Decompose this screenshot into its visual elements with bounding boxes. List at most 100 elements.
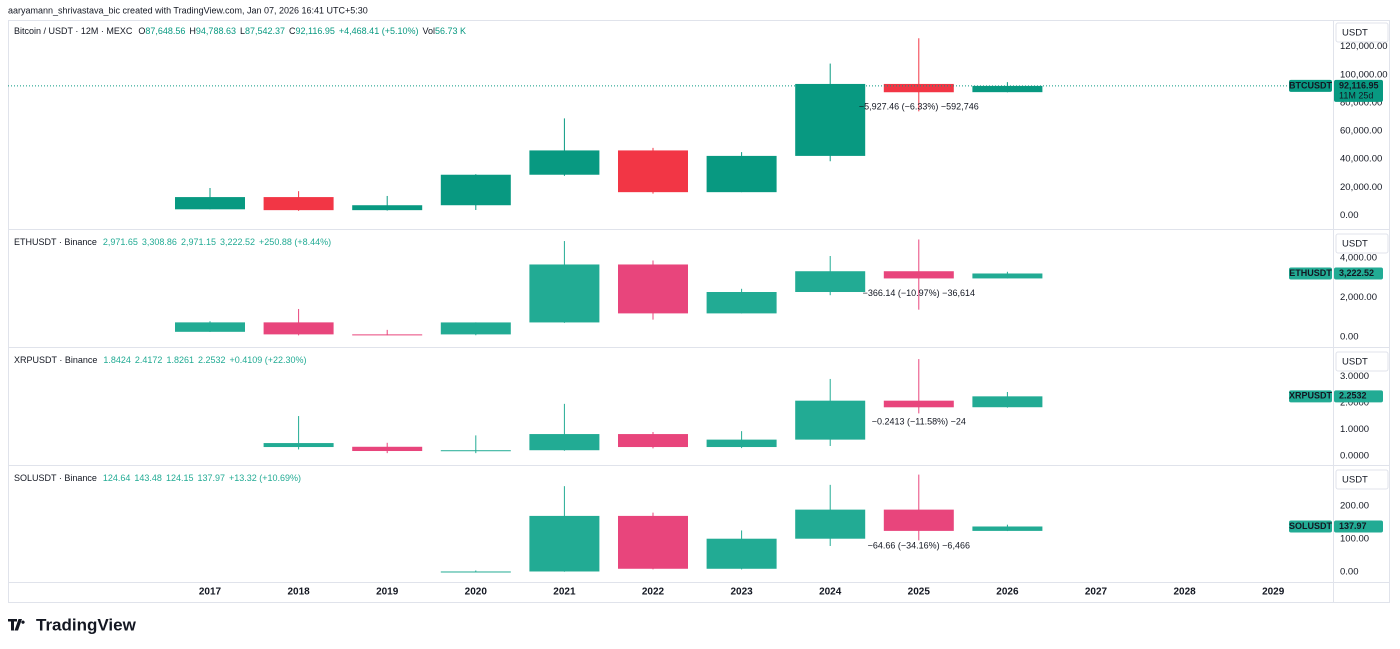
symbol-tag — [1289, 79, 1332, 92]
y-tick-label: 0.0000 — [1340, 451, 1369, 462]
currency-label: USDT — [1342, 239, 1368, 250]
candle-body — [618, 150, 688, 193]
last-price-tag — [1334, 267, 1383, 280]
candle-body — [263, 443, 334, 448]
series-title: ETHUSDT · Binance — [14, 237, 97, 247]
y-tick-label: 80,000.00 — [1340, 97, 1382, 108]
candle-body — [795, 83, 866, 156]
candle-body — [972, 396, 1043, 408]
y-tick-label: 2.0000 — [1340, 398, 1369, 409]
series-header: Bitcoin / USDT · 12M · MEXC O87,648.56 H94… — [14, 26, 466, 36]
candle-body — [795, 271, 866, 293]
change-annotation: −366.14 (−10.97%) −36,614 — [863, 288, 975, 298]
change-annotation: −64.66 (−34.16%) −6,466 — [868, 540, 970, 550]
candle-body — [175, 197, 245, 210]
series-header: ETHUSDT · Binance 2,971.65 3,308.86 2,971.1… — [14, 237, 331, 247]
candle-body — [883, 400, 954, 408]
stat-value: 143.48 — [134, 473, 162, 483]
candle-body — [175, 322, 245, 332]
countdown-label: 11M 25d — [1339, 90, 1373, 100]
candle-body — [529, 264, 600, 323]
stat-value: 2,971.15 — [181, 237, 216, 247]
stat-value: 3,308.86 — [142, 237, 177, 247]
currency-box — [1335, 233, 1389, 254]
series-header: XRPUSDT · Binance 1.8424 2.4172 1.8261 2.253… — [14, 355, 307, 365]
currency-box — [1335, 22, 1389, 43]
candle-body — [529, 150, 600, 175]
y-tick-label: 2,000.00 — [1340, 292, 1377, 303]
stat-label: L — [240, 26, 245, 36]
currency-box — [1335, 469, 1389, 490]
candle-body — [440, 450, 511, 452]
candle-body — [972, 85, 1043, 93]
y-tick-label: 120,000.00 — [1340, 41, 1388, 52]
stat-value: 3,222.52 — [220, 237, 255, 247]
brand-name: TradingView — [36, 615, 137, 634]
last-price-label: 2.2532 — [1339, 391, 1367, 401]
stat-value: 124.64 — [103, 473, 131, 483]
x-tick-label: 2021 — [553, 587, 576, 598]
y-tick-label: 60,000.00 — [1340, 126, 1382, 137]
x-tick-label: 2023 — [730, 587, 753, 598]
change-annotation: −5,927.46 (−6.33%) −592,746 — [859, 102, 979, 112]
stat-value: +250.88 (+8.44%) — [259, 237, 331, 247]
x-tick-label: 2022 — [642, 587, 665, 598]
candle-body — [618, 434, 688, 448]
currency-label: USDT — [1342, 475, 1368, 486]
currency-label: USDT — [1342, 28, 1368, 39]
series-title: XRPUSDT · Binance — [14, 355, 97, 365]
x-tick-label: 2028 — [1173, 587, 1196, 598]
candle-body — [706, 292, 777, 314]
attribution: aaryamann_shrivastava_bic created with T… — [8, 5, 368, 15]
y-tick-label: 3.0000 — [1340, 371, 1369, 382]
symbol-tag — [1289, 390, 1332, 403]
y-tick-label: 0.00 — [1340, 210, 1359, 221]
last-price-tag — [1334, 390, 1383, 403]
stat-value: 87,542.37 — [245, 26, 285, 36]
candle-body — [529, 515, 600, 572]
last-price-label: 92,116.95 — [1339, 80, 1379, 90]
stat-value: 87,648.56 — [145, 26, 185, 36]
candle-body — [352, 334, 423, 336]
x-tick-label: 2019 — [376, 587, 399, 598]
currency-box — [1335, 351, 1389, 372]
stat-label: O — [138, 26, 145, 36]
last-price-label: 137.97 — [1339, 521, 1367, 531]
candle-body — [972, 273, 1043, 279]
series-title: SOLUSDT · Binance — [14, 473, 97, 483]
stat-value: 2,971.65 — [103, 237, 138, 247]
symbol-tag — [1289, 267, 1332, 280]
last-price-label: 3,222.52 — [1339, 268, 1374, 278]
x-tick-label: 2029 — [1262, 587, 1285, 598]
symbol-tag — [1289, 520, 1332, 533]
symbol-label: SOLUSDT — [1289, 521, 1333, 531]
candle-body — [883, 83, 954, 93]
y-tick-label: 200.00 — [1340, 501, 1369, 512]
last-price-tag — [1334, 79, 1383, 102]
candle-body — [440, 571, 511, 573]
brand-logo — [8, 619, 25, 631]
candle-body — [529, 434, 600, 451]
stat-value: +0.4109 (+22.30%) — [230, 355, 307, 365]
candle-body — [883, 509, 954, 531]
x-tick-label: 2024 — [819, 587, 842, 598]
candle-body — [795, 509, 866, 539]
stat-value: 2.4172 — [135, 355, 163, 365]
y-tick-label: 100.00 — [1340, 534, 1369, 545]
change-annotation: −0.2413 (−11.58%) −24 — [872, 417, 966, 427]
last-price-tag — [1334, 520, 1383, 533]
stat-value: 124.15 — [166, 473, 194, 483]
candle-body — [440, 174, 511, 206]
y-tick-label: 0.00 — [1340, 567, 1359, 578]
y-tick-label: 1.0000 — [1340, 424, 1369, 435]
candle-body — [618, 515, 688, 569]
stat-value: 1.8424 — [103, 355, 131, 365]
stat-value: 1.8261 — [166, 355, 194, 365]
y-tick-label: 4,000.00 — [1340, 253, 1377, 264]
candle-body — [706, 439, 777, 448]
stat-label: C — [289, 26, 296, 36]
x-tick-label: 2018 — [287, 587, 310, 598]
x-tick-label: 2017 — [199, 587, 222, 598]
